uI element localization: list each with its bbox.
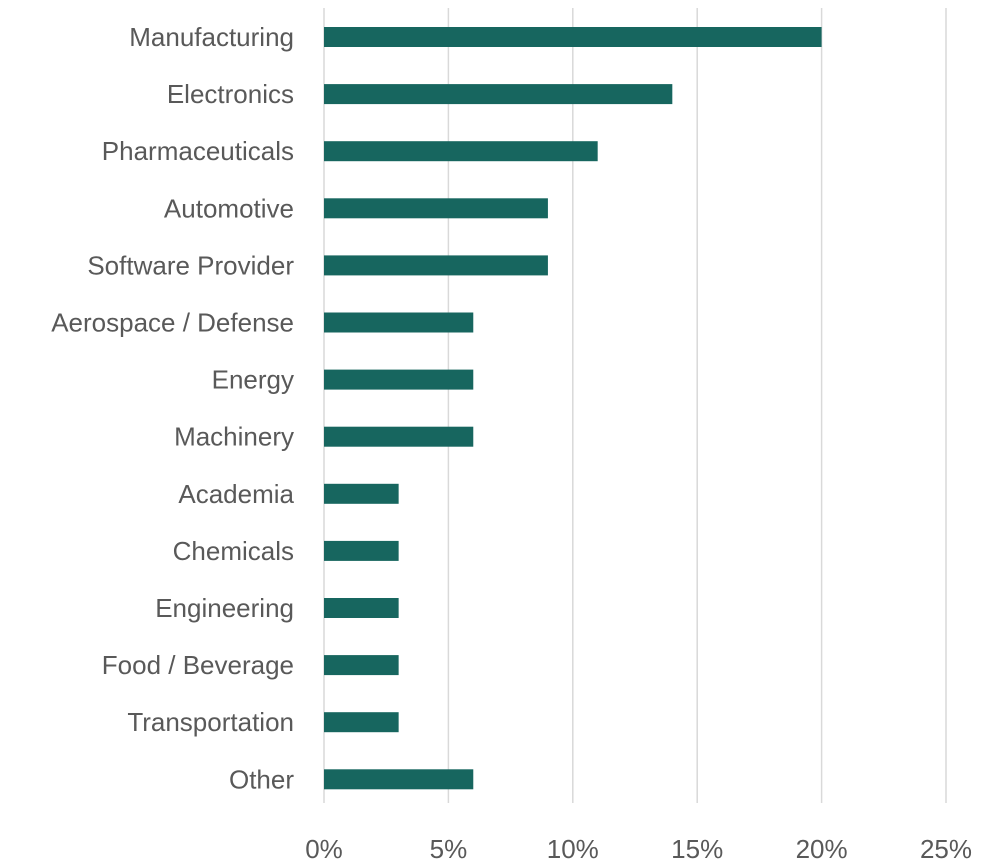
bar xyxy=(324,370,473,390)
bar xyxy=(324,255,548,275)
category-label: Automotive xyxy=(164,193,294,223)
bar xyxy=(324,27,822,47)
category-label: Machinery xyxy=(174,422,294,452)
gridlines xyxy=(324,8,946,803)
bar xyxy=(324,598,399,618)
bar xyxy=(324,655,399,675)
category-label: Manufacturing xyxy=(129,22,294,52)
x-tick-label: 5% xyxy=(430,834,468,862)
x-axis-tick-labels: 0% 5% 10% 15% 20% 25% xyxy=(305,834,972,862)
category-label: Academia xyxy=(178,479,294,509)
x-tick-label: 10% xyxy=(547,834,599,862)
bar xyxy=(324,198,548,218)
category-label: Electronics xyxy=(167,79,294,109)
category-label: Transportation xyxy=(127,707,294,737)
category-label: Engineering xyxy=(155,593,294,623)
bar xyxy=(324,541,399,561)
category-label: Chemicals xyxy=(173,536,294,566)
bar xyxy=(324,712,399,732)
bar xyxy=(324,84,672,104)
bar xyxy=(324,427,473,447)
bar xyxy=(324,484,399,504)
category-labels: Manufacturing Electronics Pharmaceuticals A… xyxy=(51,22,294,794)
category-label: Aerospace / Defense xyxy=(51,308,294,338)
x-tick-label: 0% xyxy=(305,834,343,862)
category-label: Food / Beverage xyxy=(102,650,294,680)
category-label: Other xyxy=(229,764,294,794)
x-tick-label: 25% xyxy=(920,834,972,862)
bar xyxy=(324,769,473,789)
x-tick-label: 20% xyxy=(796,834,848,862)
x-tick-label: 15% xyxy=(671,834,723,862)
category-label: Pharmaceuticals xyxy=(102,136,294,166)
category-label: Software Provider xyxy=(87,250,294,280)
bar xyxy=(324,313,473,333)
category-label: Energy xyxy=(212,365,294,395)
bar xyxy=(324,141,598,161)
